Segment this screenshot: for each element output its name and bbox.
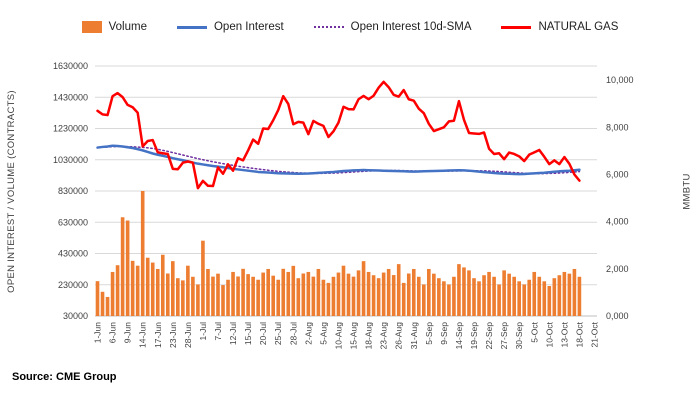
svg-text:20-Jul: 20-Jul [258,322,268,345]
svg-text:6-Jun: 6-Jun [108,322,118,344]
svg-text:28-Jun: 28-Jun [183,322,193,348]
svg-text:31-Aug: 31-Aug [409,322,419,350]
svg-text:8,000: 8,000 [606,122,629,132]
svg-text:14-Jun: 14-Jun [138,322,148,348]
gridlines [95,65,597,317]
legend-item-volume: Volume [81,21,147,33]
svg-text:10,000: 10,000 [606,75,634,85]
svg-text:23-Aug: 23-Aug [379,322,389,350]
chart-plot: 1630000 1430000 1230000 1030000 830000 630000… [53,61,634,349]
svg-text:0,000: 0,000 [606,311,629,321]
svg-text:14-Sep: 14-Sep [454,322,464,350]
svg-text:1230000: 1230000 [53,124,88,134]
svg-text:230000: 230000 [58,280,88,290]
chart-legend: Volume Open Interest Open Interest 10d-S… [0,14,700,40]
svg-text:1630000: 1630000 [53,61,88,71]
svg-text:2-Aug: 2-Aug [303,322,313,345]
svg-text:7-Jul: 7-Jul [213,322,223,341]
svg-text:23-Jun: 23-Jun [168,322,178,348]
svg-text:5-Oct: 5-Oct [529,321,539,342]
svg-text:30-Sep: 30-Sep [514,322,524,350]
svg-text:4,000: 4,000 [606,217,629,227]
legend-label-natural-gas: NATURAL GAS [538,21,619,33]
svg-text:10-Aug: 10-Aug [333,322,343,350]
svg-text:830000: 830000 [58,186,88,196]
legend-label-open-interest-sma: Open Interest 10d-SMA [350,21,472,33]
natural-gas-line-swatch-icon [501,25,532,29]
open-interest-line-swatch-icon [176,25,207,29]
svg-text:13-Oct: 13-Oct [559,321,569,347]
svg-text:9-Jun: 9-Jun [123,322,133,344]
volume-bars [95,191,582,317]
svg-text:17-Jun: 17-Jun [153,322,163,348]
open-interest-sma-line [96,145,581,175]
legend-label-volume: Volume [108,21,147,33]
svg-text:18-Aug: 18-Aug [364,322,374,350]
legend-item-open-interest: Open Interest [176,21,284,33]
svg-text:30000: 30000 [63,311,88,321]
svg-text:1030000: 1030000 [53,155,88,165]
legend-item-open-interest-sma: Open Interest 10d-SMA [313,21,472,33]
svg-text:25-Jul: 25-Jul [273,322,283,345]
svg-text:9-Sep: 9-Sep [439,322,449,345]
legend-item-natural-gas: NATURAL GAS [501,21,618,33]
left-axis-tick-labels: 1630000 1430000 1230000 1030000 830000 630000… [53,61,88,321]
svg-text:28-Jul: 28-Jul [288,322,298,345]
svg-text:430000: 430000 [58,249,88,259]
right-axis-tick-labels: 10,000 8,000 6,000 4,000 2,000 0,000 [606,75,634,321]
svg-text:6,000: 6,000 [606,169,629,179]
svg-text:22-Sep: 22-Sep [484,322,494,350]
svg-text:630000: 630000 [58,217,88,227]
svg-text:21-Oct: 21-Oct [589,321,599,347]
svg-text:5-Sep: 5-Sep [424,322,434,345]
volume-bar-swatch-icon [81,21,102,33]
svg-text:15-Jul: 15-Jul [243,322,253,345]
svg-text:5-Aug: 5-Aug [318,322,328,345]
open-interest-sma-dotted-swatch-icon [313,26,344,28]
source-note: Source: CME Group [12,371,117,383]
svg-text:19-Sep: 19-Sep [469,322,479,350]
svg-text:1-Jun: 1-Jun [93,322,103,344]
natural-gas-line [96,80,581,190]
svg-text:2,000: 2,000 [606,264,629,274]
svg-text:27-Sep: 27-Sep [499,322,509,350]
svg-text:1-Jul: 1-Jul [198,322,208,341]
svg-text:26-Aug: 26-Aug [394,322,404,350]
svg-text:10-Oct: 10-Oct [544,321,554,347]
open-interest-line [96,144,581,176]
svg-text:15-Aug: 15-Aug [349,322,359,350]
svg-text:1430000: 1430000 [53,92,88,102]
svg-text:12-Jul: 12-Jul [228,322,238,345]
svg-text:18-Oct: 18-Oct [574,321,584,347]
legend-label-open-interest: Open Interest [213,21,284,33]
x-axis-tick-labels: 1-Jun 6-Jun 9-Jun 14-Jun 17-Jun 23-Jun 28-Jun 1… [93,321,600,349]
